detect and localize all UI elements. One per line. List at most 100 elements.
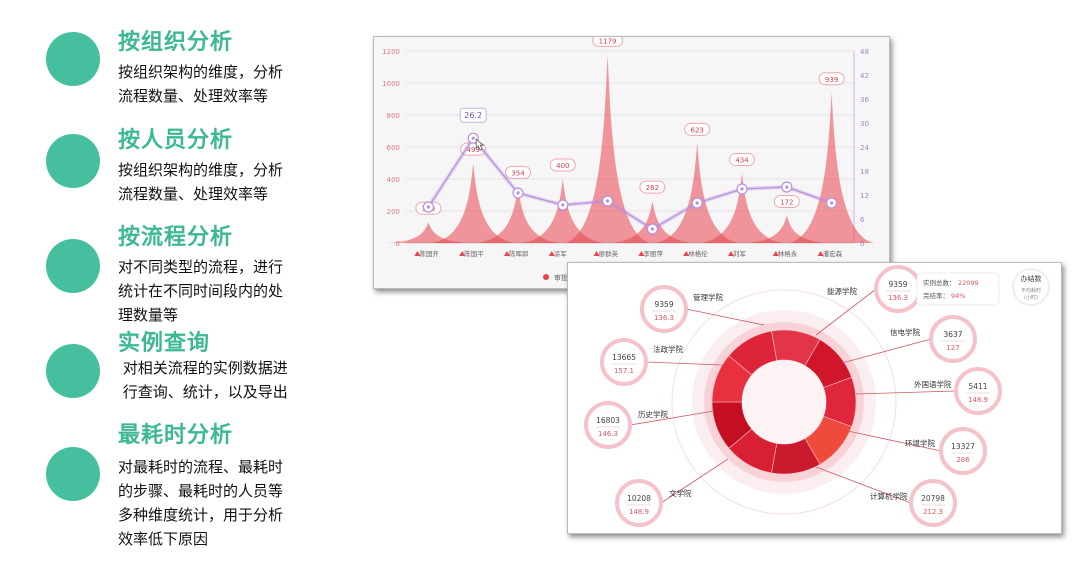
- category-label: 李丽萍: [643, 249, 663, 258]
- left-axis-tick: 800: [387, 112, 400, 120]
- right-axis-tick: 12: [860, 192, 869, 200]
- right-axis-tick: 24: [860, 144, 869, 152]
- area-value-label: 262: [646, 184, 659, 192]
- area-spike: [654, 143, 740, 243]
- college-label: 计算机学院: [870, 491, 908, 501]
- time-value: 157.1: [614, 367, 634, 375]
- time-value: 286: [956, 456, 970, 464]
- category-label: 刘军: [733, 249, 747, 258]
- value-bubble: [600, 338, 648, 386]
- value-bubble: [954, 367, 1002, 415]
- area-value-bubble: [773, 194, 800, 208]
- category-marker-icon: [459, 251, 466, 256]
- count-value: 9359: [654, 300, 673, 309]
- feature-desc-line: 按组织架构的维度，分析: [118, 161, 284, 179]
- right-axis-tick: 18: [860, 168, 869, 176]
- feature-desc-line: 的步骤、最耗时的人员等: [118, 482, 284, 500]
- left-axis-tick: 1000: [382, 80, 400, 88]
- area-value-bubble: [639, 180, 666, 194]
- feature-title: 按流程分析: [118, 225, 234, 250]
- time-value: 148.9: [968, 396, 988, 404]
- avg-circle: [1012, 268, 1050, 306]
- line-point-center: [830, 201, 834, 205]
- left-axis-tick: 600: [387, 144, 400, 152]
- leader-line: [815, 288, 877, 336]
- line-point-center: [561, 203, 565, 207]
- count-value: 9359: [888, 280, 907, 289]
- area-value-label: 499: [467, 146, 480, 154]
- instances-value: 22099: [958, 279, 979, 287]
- line-tooltip-value: 26.2: [464, 111, 482, 120]
- leader-line: [660, 458, 729, 504]
- category-label: 陈国开: [419, 249, 439, 258]
- area-value-label: 434: [735, 157, 749, 165]
- area-spike: [430, 163, 516, 243]
- feature-desc-line: 流程数量、处理效率等: [118, 185, 269, 203]
- feature-desc-line: 按组织架构的维度，分析: [118, 63, 284, 81]
- left-axis-tick: 0: [396, 240, 400, 248]
- area-value-bubble: [684, 122, 711, 136]
- line-point-center: [650, 227, 654, 231]
- line-tooltip-box: [459, 107, 487, 123]
- right-axis-tick: 30: [860, 120, 869, 128]
- feature-title: 实例查询: [118, 331, 211, 356]
- category-marker-icon: [504, 251, 510, 256]
- line-point-center: [740, 187, 744, 191]
- college-label: 管理学院: [693, 292, 723, 302]
- college-label: 外国语学院: [914, 379, 952, 389]
- count-value: 13665: [612, 353, 636, 362]
- legend-label: 审批: [554, 273, 568, 282]
- instances-label: 实例总数：: [923, 278, 956, 287]
- feature-org-analysis: 按组织分析 按组织架构的维度，分析 流程数量、处理效率等: [0, 28, 360, 128]
- legend-marker-icon: [543, 274, 549, 280]
- avg-line2: (小时): [1024, 294, 1038, 301]
- feature-process-analysis: 按流程分析 对不同类型的流程，进行 统计在不同时间段内的处 理数量等: [0, 223, 360, 324]
- feature-desc-line: 理数量等: [118, 306, 179, 324]
- time-value: 136.3: [654, 314, 674, 322]
- count-value: 13327: [951, 442, 975, 451]
- area-value-bubble: [592, 37, 624, 47]
- right-axis-tick: 36: [860, 96, 869, 104]
- category-marker-icon: [414, 251, 421, 256]
- area-value-label: 172: [780, 198, 793, 206]
- feature-desc-line: 对最耗时的流程、最耗时: [118, 458, 284, 476]
- feature-desc-line: 统计在不同时间段内的处: [118, 282, 284, 300]
- count-value: 20798: [921, 494, 945, 503]
- college-label: 能源学院: [827, 286, 857, 296]
- left-axis-tick: 1200: [382, 48, 400, 56]
- college-label: 法政学院: [653, 344, 683, 354]
- cursor-icon: [475, 138, 485, 151]
- college-donut-chart-panel: 9359 136.3 管理学院 9359 136.3 能源学院 3637 127 信电学院 541…: [567, 262, 1062, 534]
- feature-title: 按人员分析: [118, 128, 234, 153]
- line-point-center: [426, 205, 430, 209]
- time-value: 212.3: [923, 508, 943, 516]
- value-bubble: [640, 285, 688, 333]
- feature-desc-line: 流程数量、处理效率等: [118, 87, 269, 105]
- leader-line: [645, 361, 723, 366]
- value-bubble: [615, 479, 663, 527]
- completion-value: 94%: [951, 292, 965, 300]
- count-value: 10208: [627, 494, 651, 503]
- leader-line: [841, 338, 932, 364]
- feature-bullet-icon: [46, 447, 100, 501]
- area-value-bubble: [505, 165, 531, 179]
- right-axis-tick: 48: [860, 48, 869, 56]
- leader-line: [855, 390, 957, 395]
- time-value: 127: [946, 344, 959, 352]
- feature-bullet-icon: [46, 32, 100, 86]
- category-label: 林格永: [778, 249, 798, 258]
- right-axis-tick: 6: [860, 216, 865, 224]
- feature-desc-line: 多种维度统计，用于分析: [118, 506, 284, 524]
- category-marker-icon: [593, 251, 600, 256]
- category-marker-icon: [638, 251, 645, 256]
- feature-time-analysis: 最耗时分析 对最耗时的流程、最耗时 的步骤、最耗时的人员等 多种维度统计，用于分…: [0, 421, 360, 561]
- feature-bullet-icon: [46, 344, 100, 398]
- time-value: 146.3: [598, 430, 618, 438]
- right-axis-tick: 42: [860, 72, 869, 80]
- value-bubble: [939, 427, 987, 475]
- left-axis-tick: 400: [387, 176, 400, 184]
- line-point-center: [785, 185, 789, 189]
- area-value-label: 623: [691, 126, 704, 134]
- area-value-bubble: [549, 158, 576, 172]
- college-label: 历史学院: [638, 409, 668, 419]
